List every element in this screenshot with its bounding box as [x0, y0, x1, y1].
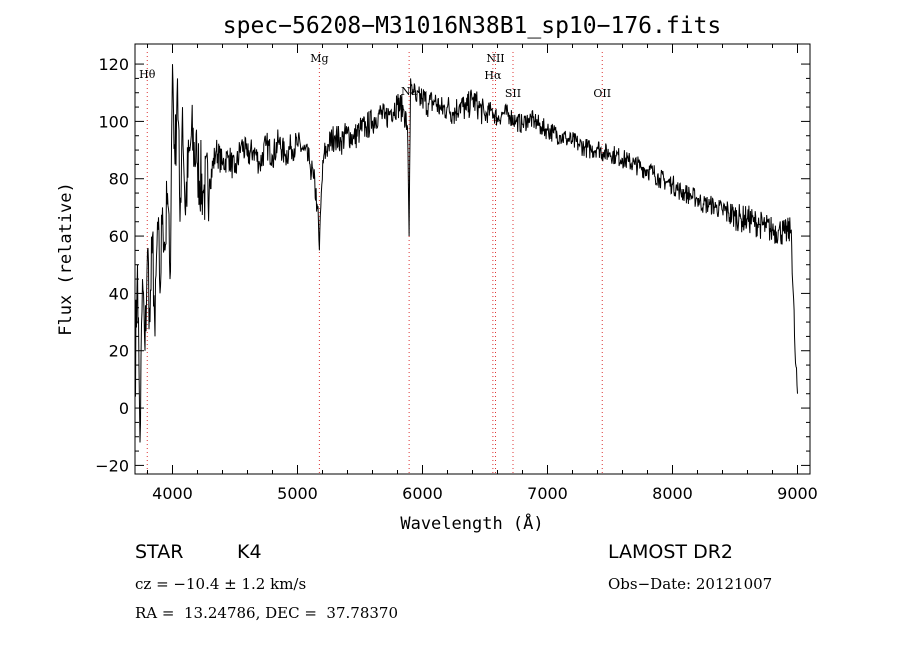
spectrum-line — [134, 64, 798, 443]
line-marker-label: Hα — [484, 69, 502, 82]
line-marker-label: OII — [593, 87, 611, 100]
y-tick-label: 80 — [109, 170, 129, 189]
line-marker-label: Mg — [310, 52, 328, 65]
series-layer — [134, 64, 798, 443]
y-tick-label: 120 — [98, 55, 129, 74]
y-tick-label: 0 — [119, 399, 129, 418]
y-tick-label: −20 — [95, 456, 129, 475]
y-axis-label: Flux (relative) — [56, 182, 76, 336]
x-tick-label: 6000 — [402, 484, 443, 503]
coordinates: RA = 13.24786, DEC = 37.78370 — [135, 604, 399, 622]
x-tick-label: 7000 — [527, 484, 568, 503]
object-class: STAR — [135, 541, 184, 563]
y-tick-label: 100 — [98, 112, 129, 131]
x-tick-label: 9000 — [777, 484, 818, 503]
line-marker-label: NII — [486, 52, 504, 65]
chart-title: spec−56208−M31016N38B1_sp10−176.fits — [223, 13, 722, 39]
x-tick-label: 8000 — [652, 484, 693, 503]
x-axis: 4000 5000 6000 7000 8000 9000 — [147, 44, 818, 503]
redshift-cz: cz = −10.4 ± 1.2 km/s — [135, 575, 307, 593]
survey-name: LAMOST DR2 — [608, 541, 733, 563]
line-marker-label: Hθ — [139, 68, 156, 81]
y-tick-label: 40 — [109, 284, 129, 303]
plot-frame — [134, 43, 811, 475]
y-tick-label: 60 — [109, 227, 129, 246]
x-tick-label: 4000 — [152, 484, 193, 503]
line-marker-label: Na — [401, 85, 418, 98]
x-axis-label: Wavelength (Å) — [400, 512, 543, 534]
observation-date: Obs−Date: 20121007 — [608, 575, 773, 593]
x-tick-label: 5000 — [277, 484, 318, 503]
y-tick-label: 20 — [109, 342, 129, 361]
y-axis: −20 0 20 40 60 80 100 120 — [95, 55, 810, 475]
line-marker-label: SII — [505, 87, 521, 100]
object-subclass: K4 — [237, 541, 262, 563]
